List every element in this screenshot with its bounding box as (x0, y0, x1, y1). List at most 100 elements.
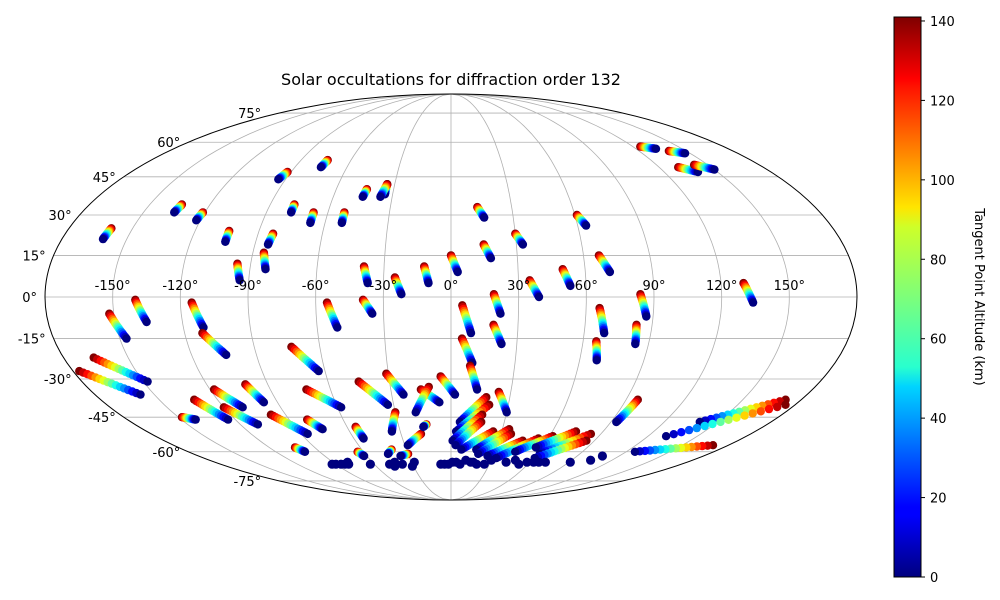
altitude-point (630, 447, 640, 456)
occultation-track (630, 441, 718, 456)
altitude-point (358, 192, 367, 201)
occultation-track (387, 408, 400, 436)
occultation-track (259, 248, 270, 274)
occultation-track (105, 309, 131, 343)
altitude-point (261, 265, 270, 274)
altitude-point (472, 385, 482, 394)
occultation-track (337, 208, 349, 228)
occultation-track (351, 422, 368, 443)
altitude-point (480, 213, 489, 222)
longitude-tick-label: -30° (369, 279, 397, 294)
altitude-point (359, 434, 368, 443)
occultation-track (446, 251, 462, 277)
altitude-point (661, 432, 671, 441)
altitude-point (708, 419, 717, 429)
occultation-track (458, 301, 476, 338)
longitude-tick-label: 120° (706, 279, 737, 294)
altitude-point (597, 451, 608, 461)
altitude-point (764, 404, 774, 414)
altitude-point (605, 267, 615, 277)
altitude-point (514, 459, 524, 469)
altitude-point (534, 457, 544, 467)
altitude-point (518, 240, 528, 249)
altitude-point (222, 350, 231, 360)
altitude-point (534, 292, 544, 302)
occultation-track (190, 395, 233, 424)
longitude-tick-label: -120° (162, 279, 198, 294)
altitude-point (566, 281, 575, 291)
altitude-point (409, 457, 419, 467)
longitude-tick-label: -150° (95, 279, 131, 294)
colorbar-tick-label: 100 (930, 174, 955, 189)
altitude-point (724, 415, 733, 424)
altitude-point (581, 221, 591, 230)
occultation-track (266, 410, 312, 439)
altitude-point (300, 447, 310, 456)
altitude-point (496, 309, 505, 318)
altitude-point (692, 423, 701, 433)
occultation-track (353, 447, 369, 461)
latitude-tick-label: -45° (88, 411, 116, 426)
occultation-track (436, 372, 460, 399)
occultation-track (739, 278, 758, 307)
occultation-track (396, 449, 413, 461)
occultation-track (287, 342, 323, 376)
colorbar-tick-label: 20 (930, 492, 947, 507)
occultation-track (390, 273, 406, 299)
occultation-track (306, 208, 318, 228)
altitude-point (235, 276, 244, 285)
longitude-tick-label: 30° (507, 279, 530, 294)
altitude-point (303, 429, 312, 439)
altitude-point (781, 400, 790, 409)
altitude-point (631, 339, 640, 349)
occultation-track (612, 395, 642, 427)
occultation-track (689, 160, 719, 174)
altitude-point (363, 278, 372, 288)
altitude-point (221, 237, 230, 246)
altitude-point (474, 449, 483, 459)
longitude-tick-labels: -150° -120° -90° -60° -30° 0° 30° 60° 90° 120° 150… (95, 279, 805, 294)
occultation-track (420, 262, 433, 288)
altitude-point (397, 290, 406, 299)
occultation-track (531, 427, 581, 452)
occultation-track (403, 429, 426, 450)
altitude-point (732, 413, 741, 422)
occultation-track (382, 369, 408, 399)
altitude-point (143, 377, 152, 386)
altitude-point (337, 403, 346, 412)
altitude-point (651, 144, 661, 153)
latitude-tick-label: 15° (23, 249, 46, 264)
occultation-track (661, 400, 790, 441)
longitude-tick-label: -90° (234, 279, 262, 294)
occultation-track (274, 167, 292, 184)
altitude-point (318, 425, 327, 434)
occultation-track (209, 385, 247, 412)
altitude-point (501, 457, 511, 467)
occultation-track (131, 295, 151, 327)
altitude-point (472, 459, 482, 469)
latitude-tick-label: -60° (153, 446, 181, 461)
altitude-point (612, 417, 621, 427)
altitude-point (453, 267, 462, 277)
altitude-point (383, 400, 393, 409)
occultation-track (376, 180, 392, 201)
occultation-track (479, 240, 496, 263)
altitude-point (700, 421, 709, 431)
altitude-point (680, 149, 690, 158)
occultation-track (303, 415, 327, 434)
latitude-tick-label: 60° (157, 136, 180, 151)
longitude-tick-label: -60° (302, 279, 330, 294)
occultation-track (263, 229, 278, 249)
altitude-point (740, 411, 749, 420)
altitude-point (399, 390, 408, 399)
altitude-point (466, 328, 476, 338)
longitude-tick-label: 150° (774, 279, 805, 294)
occultation-track (595, 303, 609, 338)
altitude-point (314, 366, 323, 376)
map-boundary (44, 93, 858, 501)
occultation-track (474, 429, 516, 459)
colorbar-tick-label: 60 (930, 333, 947, 348)
altitude-point (170, 208, 179, 217)
occultation-track (241, 380, 269, 407)
altitude-point (592, 356, 601, 365)
